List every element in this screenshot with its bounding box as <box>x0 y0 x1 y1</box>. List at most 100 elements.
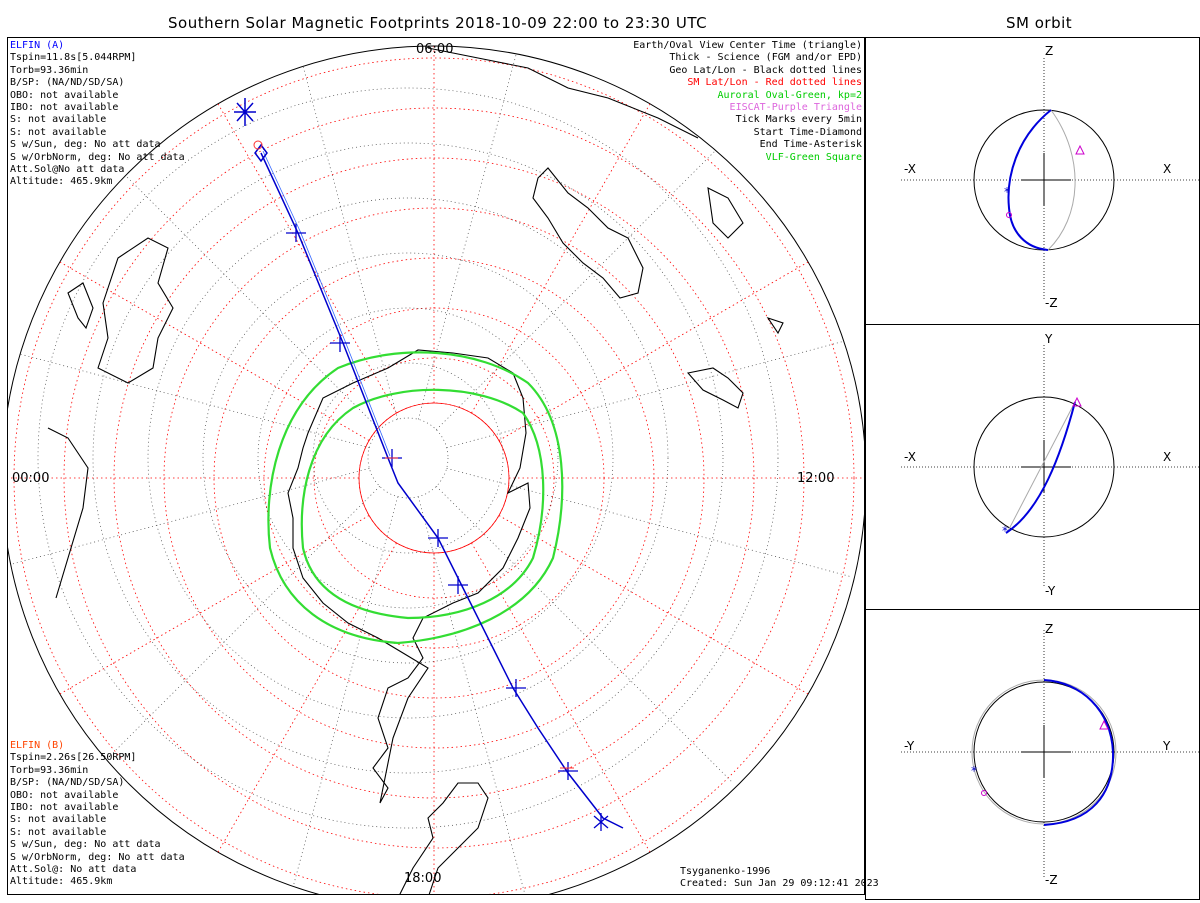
map-frame <box>1 37 867 903</box>
legend-entry: SM Lat/Lon - Red dotted lines <box>687 77 862 89</box>
elfin-b-info-line: S: not available <box>10 826 107 838</box>
elfin-a-info-line: Altitude: 465.9km <box>10 176 113 188</box>
elfin-a-info-line: Tspin=11.8s[5.044RPM] <box>10 52 137 64</box>
track-ticks <box>286 224 578 780</box>
orbit3-bottom-label: -Z <box>1045 873 1058 887</box>
orbit2-top-label: Y <box>1045 332 1053 346</box>
legend-entry: End Time-Asterisk <box>759 139 862 151</box>
orbit-blue <box>1007 109 1052 251</box>
geo-lon-line <box>82 486 380 784</box>
elfin-a-info-line: IBO: not available <box>10 102 119 114</box>
orbit-plot-yz: * <box>901 630 1199 878</box>
new-zealand-coast <box>67 282 94 330</box>
sm-lat-circle <box>13 57 855 899</box>
elfin-b-info: ELFIN (B) Tspin=2.26s[26.50RPM] Torb=93.3… <box>10 740 185 889</box>
geo-lat-circle <box>37 87 779 829</box>
geo-lon-line <box>2 468 370 578</box>
sm-lon-line <box>52 257 370 441</box>
north-coast <box>427 47 699 139</box>
elfin-a-info-line: OBO: not available <box>10 89 119 101</box>
sm-lon-line <box>52 515 370 699</box>
svg-text:*: * <box>1002 524 1008 538</box>
geo-lon-line <box>418 496 528 903</box>
elfin-a-name: ELFIN (A) <box>10 40 65 51</box>
sm-lon-line <box>498 257 816 441</box>
sm-lon-line <box>471 96 655 414</box>
auroral-oval-outer <box>267 351 564 645</box>
orbit1-bottom-label: -Z <box>1045 296 1058 310</box>
tick-1 <box>286 224 306 242</box>
polar-map <box>1 45 867 903</box>
tick-6 <box>506 679 526 697</box>
tick-7 <box>558 762 578 780</box>
geo-lon-line <box>2 338 370 448</box>
elfin-a-info: ELFIN (A) Tspin=11.8s[5.044RPM] Torb=93.3… <box>10 40 185 189</box>
geo-lon-line <box>418 46 528 420</box>
legend-entry: VLF-Green Square <box>765 151 862 163</box>
geo-lat-circle <box>202 252 614 664</box>
orbit-panel-xz: * <box>865 37 1200 325</box>
plot-title: Southern Solar Magnetic Footprints 2018-… <box>168 14 708 32</box>
orbit3-top-label: Z <box>1045 622 1054 636</box>
orbit3-right-label: Y <box>1163 739 1171 753</box>
elfin-b-info-line: S: not available <box>10 814 107 826</box>
end-asterisk <box>234 98 256 126</box>
svg-text:*: * <box>1004 185 1010 199</box>
elfin-b-info-line: S w/Sun, deg: No att data <box>10 839 161 851</box>
geo-lat-circle <box>92 142 724 774</box>
tick-2 <box>330 334 350 352</box>
elfin-b-name: ELFIN (B) <box>10 740 65 751</box>
legend: Earth/Oval View Center Time (triangle) Th… <box>633 40 862 164</box>
coastlines <box>47 47 784 899</box>
orbit2-right-label: X <box>1163 450 1172 464</box>
elfin-a-info-line: S w/Sun, deg: No att data <box>10 139 161 151</box>
elfin-b-info-line: S w/OrbNorm, deg: No att data <box>10 851 185 863</box>
south-america-coast <box>397 782 489 899</box>
tick-5 <box>448 576 468 594</box>
legend-entry: Tick Marks every 5min <box>735 114 862 126</box>
orbit-plot-xy: * <box>901 345 1199 587</box>
end-asterisk-bottom <box>593 813 609 831</box>
legend-entry: Earth/Oval View Center Time (triangle) <box>633 40 862 51</box>
australia-coast <box>97 237 174 384</box>
kerguelen-coast <box>686 367 744 409</box>
sm-lat-circle <box>63 107 805 849</box>
orbit-plot-xz: * <box>901 58 1199 300</box>
mlt-label-right: 12:00 <box>797 471 835 486</box>
geo-lat-grid <box>37 87 779 829</box>
orbit-panel-xy: * <box>865 324 1200 610</box>
footer: Tsyganenko-1996 Created: Sun Jan 29 09:1… <box>680 866 879 891</box>
mlt-label-top: 06:00 <box>416 42 454 57</box>
geo-lon-line <box>436 132 734 430</box>
legend-entry: EISCAT-Purple Triangle <box>729 102 862 114</box>
elfin-b-track <box>262 150 391 457</box>
elfin-b-info-line: B/SP: (NA/ND/SD/SA) <box>10 777 125 789</box>
elfin-a-info-line: Torb=93.36min <box>10 64 89 76</box>
sm-lon-line <box>213 542 397 860</box>
geo-lat-circle <box>312 362 504 554</box>
antarctica-coast <box>287 349 531 804</box>
elfin-a-info-line: S: not available <box>10 114 107 126</box>
elfin-b-info-line: IBO: not available <box>10 802 119 814</box>
elfin-a-info-line: Att.Sol@No att data <box>10 164 125 176</box>
geo-lat-circle <box>367 417 449 499</box>
geo-lon-line <box>446 338 853 448</box>
sm-inner-circle <box>358 402 510 554</box>
orbit3-left-label: -Y <box>904 739 915 753</box>
orbit1-left-label: -X <box>904 162 916 176</box>
elfin-a-info-line: S: not available <box>10 126 107 138</box>
elfin-a-info-line: S w/OrbNorm, deg: No att data <box>10 151 185 163</box>
sm-lat-circle <box>263 307 605 649</box>
sm-lat-circle <box>113 157 755 799</box>
elfin-b-info-line: Tspin=2.26s[26.50RPM] <box>10 752 137 764</box>
legend-entry: Geo Lat/Lon - Black dotted lines <box>669 64 862 76</box>
geo-lat-circle <box>257 307 559 609</box>
tick-4 <box>428 529 448 547</box>
sm-lon-line <box>498 515 816 699</box>
sm-lat-circle <box>358 402 510 554</box>
orbit2-bottom-label: -Y <box>1045 584 1056 598</box>
island-coast <box>766 316 784 335</box>
elfin-a-track <box>260 152 624 829</box>
created-label: Created: Sun Jan 29 09:12:41 2023 <box>680 878 879 890</box>
svg-text:*: * <box>971 764 977 778</box>
